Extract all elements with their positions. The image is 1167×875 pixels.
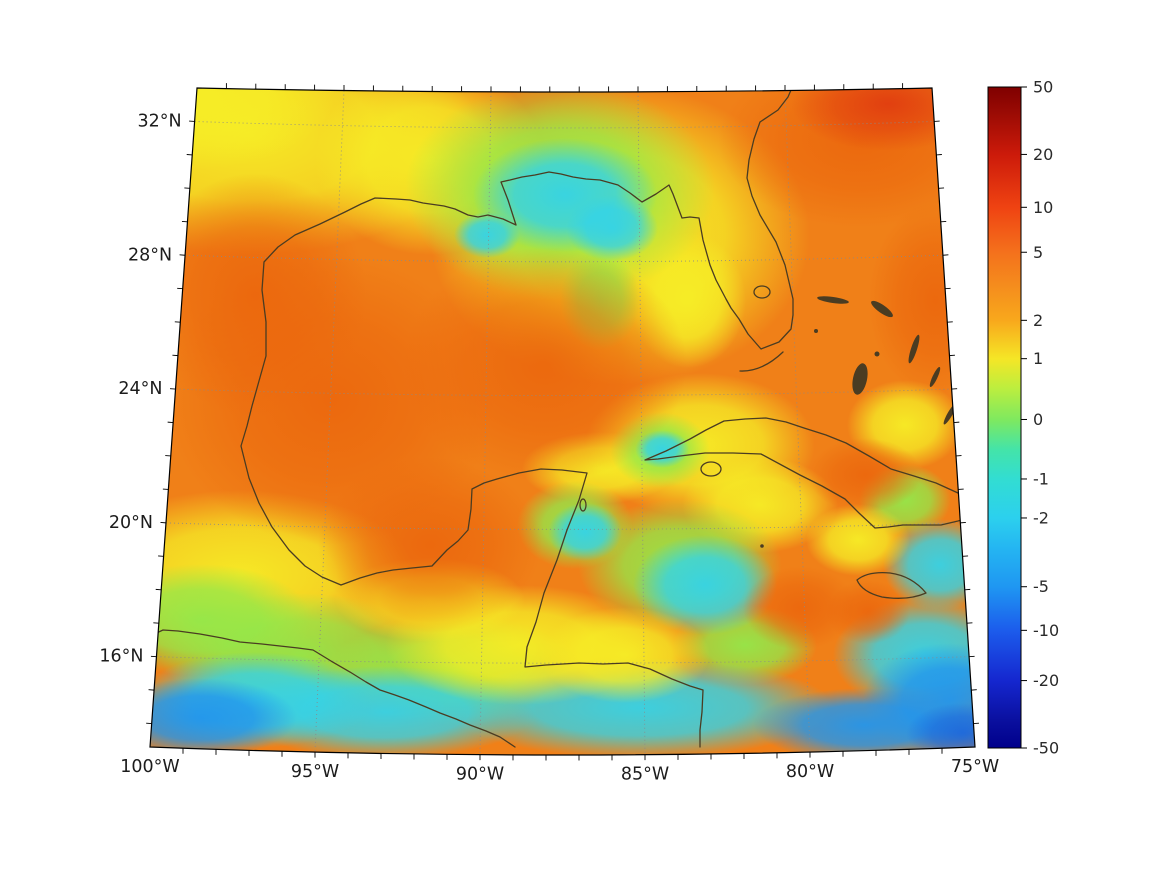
latitude-tick-label: 24°N (118, 379, 162, 399)
gridline-longitude (637, 91, 646, 755)
coastline-pacific-mexico (150, 629, 516, 748)
latitude-tick-label: 16°N (99, 647, 143, 667)
coastline-jamaica (856, 572, 927, 599)
coastline-cuba (644, 417, 975, 529)
gridline-latitude (156, 656, 970, 664)
isla-de-la-juventud (700, 461, 722, 477)
longitude-tick-label: 85°W (621, 765, 669, 785)
gridline-latitude (165, 522, 961, 530)
longitude-tick-label: 75°W (951, 757, 999, 777)
longitude-labels: 100°W 95°W 90°W 85°W 80°W 75°W (120, 757, 999, 785)
colorbar-ticks (1021, 86, 1027, 749)
map-color-field (150, 88, 975, 755)
colorbar-tick-label: 50 (1033, 78, 1053, 97)
grand-cayman-island (760, 544, 764, 548)
colorbar-tick-label: 2 (1033, 311, 1043, 330)
lake-okeechobee (753, 285, 771, 299)
colorbar-gradient (987, 86, 1022, 749)
colorbar-tick-label: 5 (1033, 243, 1043, 262)
map-edge-ticks (146, 83, 980, 761)
colorbar-tick-label: 10 (1033, 198, 1053, 217)
colorbar-tick-label: 0 (1033, 410, 1043, 429)
field-blue-regions (150, 643, 975, 755)
bahamas-islands (814, 296, 957, 425)
gridlines (156, 90, 970, 755)
latitude-tick-label: 20°N (109, 513, 153, 533)
colorbar-tick-label: -50 (1033, 739, 1059, 758)
cozumel-island (579, 498, 587, 512)
florida-keys (739, 351, 784, 372)
colorbar-tick-label: -2 (1033, 508, 1049, 527)
gridline-longitude (479, 91, 492, 755)
gridline-latitude (175, 388, 952, 397)
colorbar-tick-label: -20 (1033, 671, 1059, 690)
longitude-tick-label: 95°W (291, 762, 339, 782)
gridline-latitude (185, 254, 943, 263)
longitude-tick-label: 100°W (120, 757, 179, 777)
colorbar-tick-label: -10 (1033, 621, 1059, 640)
coastlines (150, 89, 975, 748)
colorbar-tick-label: -5 (1033, 577, 1049, 596)
longitude-tick-label: 90°W (456, 765, 504, 785)
latitude-labels: 32°N 28°N 24°N 20°N 16°N (99, 111, 181, 666)
longitude-tick-label: 80°W (786, 762, 834, 782)
colorbar-tick-label: 20 (1033, 145, 1053, 164)
latitude-tick-label: 32°N (138, 111, 182, 131)
latitude-tick-label: 28°N (128, 245, 172, 265)
colorbar-tick-label: 1 (1033, 349, 1043, 368)
map-border (149, 87, 976, 756)
colorbar-tick-label: -1 (1033, 469, 1049, 488)
coastline-north-america-gulf (240, 89, 794, 748)
